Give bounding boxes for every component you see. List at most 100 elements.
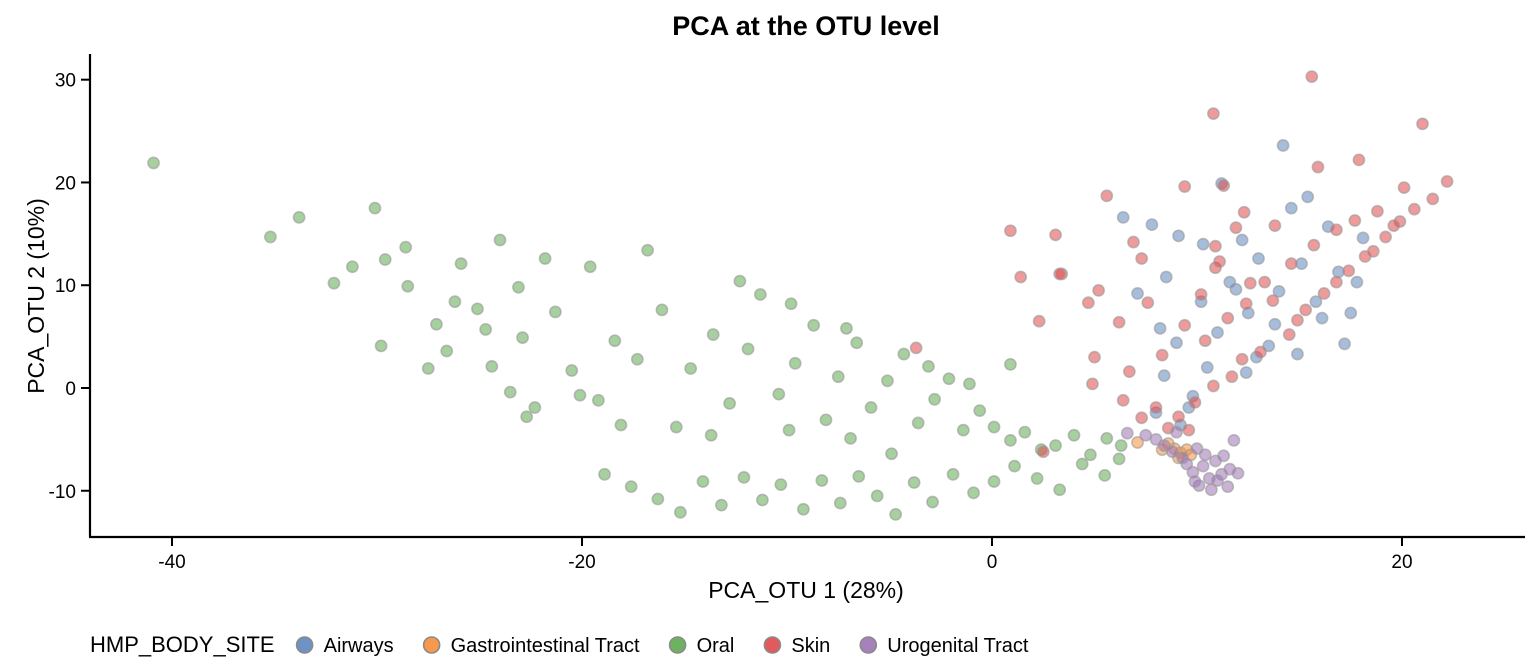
x-axis-title: PCA_OTU 1 (28%) <box>708 577 904 603</box>
data-point <box>889 507 903 521</box>
data-point <box>684 362 698 375</box>
data-point <box>881 374 894 388</box>
legend-label: Oral <box>697 635 735 657</box>
data-point <box>1086 377 1099 391</box>
data-point <box>909 341 923 355</box>
data-point <box>922 360 935 373</box>
data-point <box>1036 445 1050 459</box>
data-point <box>696 475 710 488</box>
data-point <box>1348 214 1362 227</box>
data-point <box>1188 475 1202 488</box>
data-point <box>520 410 534 424</box>
data-point <box>864 401 878 414</box>
data-point <box>1194 288 1208 301</box>
data-point <box>493 233 507 247</box>
data-point <box>1217 179 1231 192</box>
data-point <box>1207 379 1220 393</box>
data-point <box>624 480 638 494</box>
data-point <box>1092 283 1105 297</box>
data-point <box>1032 314 1046 328</box>
x-tick-label: -40 <box>158 552 185 573</box>
series-oral <box>147 156 1128 521</box>
data-point <box>669 420 683 434</box>
data-point <box>454 257 468 271</box>
data-point <box>831 370 845 384</box>
y-axis-title: PCA_OTU 2 (10%) <box>23 198 49 394</box>
data-point <box>1131 287 1144 300</box>
x-tick-label: 0 <box>987 552 998 573</box>
y-tick-label: 20 <box>55 173 76 194</box>
data-point <box>1211 474 1224 487</box>
data-point <box>741 342 755 356</box>
y-tick-label: 30 <box>55 71 76 92</box>
data-point <box>1120 426 1134 440</box>
data-point <box>1098 468 1112 482</box>
data-point <box>1149 401 1163 414</box>
data-point <box>1053 483 1067 497</box>
data-point <box>1204 483 1218 497</box>
data-point <box>573 388 587 402</box>
data-point <box>1170 425 1183 439</box>
legend-label: Airways <box>324 635 394 657</box>
data-point <box>1049 439 1062 452</box>
data-point <box>967 486 980 500</box>
data-point <box>630 352 644 366</box>
legend-key <box>295 636 314 654</box>
data-point <box>1170 336 1183 350</box>
data-point <box>1127 235 1140 249</box>
legend-key <box>422 636 441 654</box>
data-point <box>774 478 788 491</box>
data-point <box>1018 425 1032 439</box>
data-point <box>516 331 529 345</box>
data-point <box>1272 284 1286 298</box>
legend-key <box>668 636 687 654</box>
data-point <box>485 360 499 373</box>
data-point <box>733 274 747 288</box>
data-point <box>378 253 392 266</box>
data-point <box>1014 270 1028 284</box>
data-point <box>430 317 443 331</box>
data-point <box>753 288 767 301</box>
data-point <box>1166 445 1179 459</box>
data-point <box>1030 472 1044 485</box>
data-point <box>1209 239 1222 253</box>
data-point <box>1145 218 1159 231</box>
data-point <box>1100 189 1114 203</box>
data-point <box>374 339 388 353</box>
data-point <box>1440 175 1454 188</box>
chart-title: PCA at the OTU level <box>672 11 940 41</box>
data-point <box>1344 306 1358 320</box>
data-point <box>885 447 898 461</box>
legend-label: Gastrointestinal Tract <box>451 635 640 657</box>
data-point <box>1338 337 1351 351</box>
data-point <box>797 502 810 516</box>
data-point <box>1235 352 1249 366</box>
data-point <box>1155 348 1169 362</box>
data-point <box>784 297 798 311</box>
data-point <box>1172 229 1185 243</box>
data-point <box>1196 459 1210 473</box>
data-point <box>399 240 413 254</box>
data-point <box>565 364 579 377</box>
data-point <box>1258 275 1272 289</box>
data-point <box>772 387 786 401</box>
series-urogenital-tract <box>1120 425 1245 497</box>
data-point <box>1284 257 1298 271</box>
data-point <box>870 489 884 503</box>
data-point <box>471 302 484 316</box>
y-tick-label: 10 <box>55 276 76 297</box>
data-point <box>704 428 718 442</box>
data-point <box>1135 411 1149 425</box>
data-point <box>1252 252 1265 265</box>
data-point <box>1176 451 1190 465</box>
data-point <box>723 397 736 410</box>
y-axis-ticks: -10 0 10 20 30 <box>49 71 90 503</box>
data-point <box>911 416 925 430</box>
data-point <box>1004 357 1017 371</box>
data-point <box>737 470 751 484</box>
data-point <box>1299 303 1313 317</box>
x-tick-label: -20 <box>568 552 595 573</box>
data-point <box>1114 439 1128 452</box>
data-point <box>1291 347 1304 361</box>
data-point <box>1416 117 1429 131</box>
